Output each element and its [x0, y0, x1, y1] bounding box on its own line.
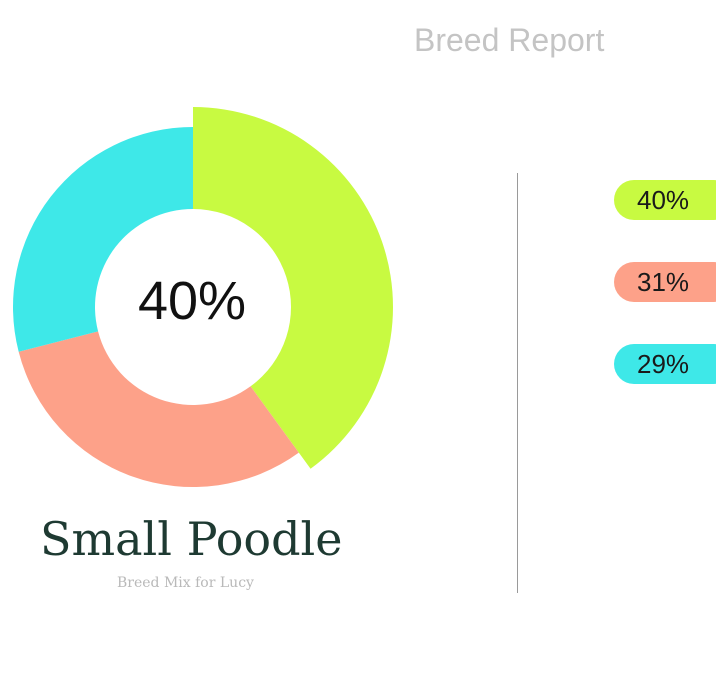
- donut-slice-1: [193, 107, 393, 469]
- breed-subtitle: Breed Mix for Lucy: [117, 575, 254, 591]
- legend-pill-2: 31%: [614, 262, 716, 302]
- breed-name: Small Poodle: [40, 512, 343, 566]
- legend-pill-1: 40%: [614, 180, 716, 220]
- report-title: Breed Report: [414, 22, 605, 58]
- donut-slice-3: [12, 127, 193, 352]
- divider-line: [517, 173, 518, 593]
- donut-slice-2: [18, 331, 299, 487]
- donut-chart: [12, 107, 393, 487]
- legend-pill-3: 29%: [614, 344, 716, 384]
- donut-center-value: 40%: [137, 271, 247, 331]
